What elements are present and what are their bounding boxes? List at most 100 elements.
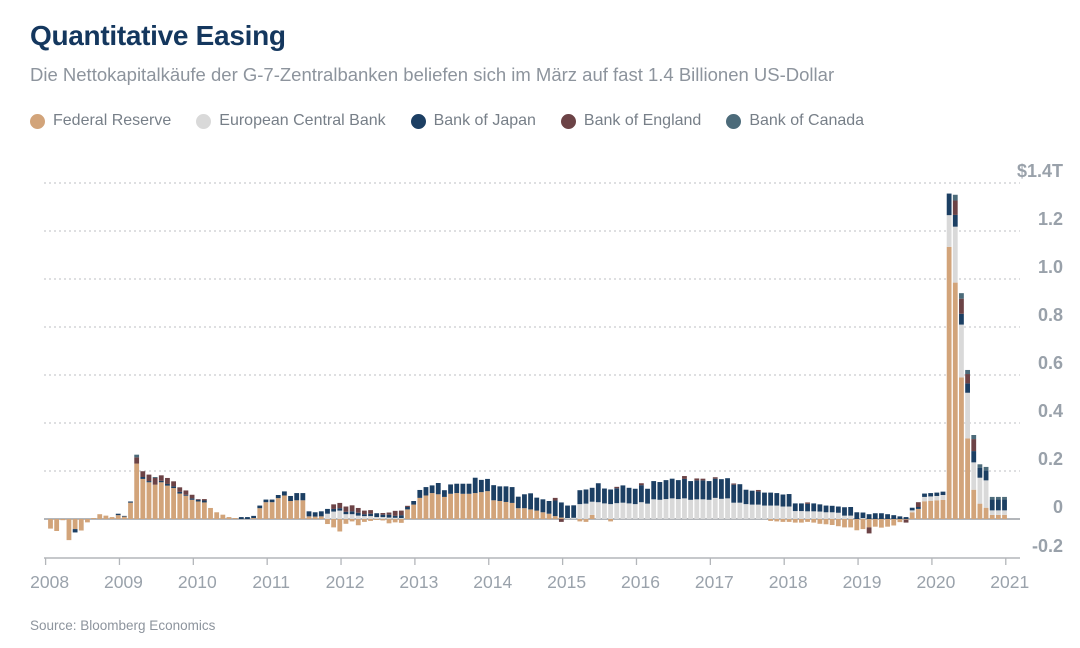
bar-2016-01: [638, 483, 644, 519]
bar-segment: [922, 496, 927, 502]
bar-segment: [995, 499, 1001, 511]
bar-2008-03: [60, 519, 66, 521]
bar-2015-07: [602, 488, 607, 519]
legend-item-bank-of-canada: Bank of Canada: [726, 112, 864, 130]
bar-2012-08: [386, 512, 392, 524]
bar-segment: [177, 493, 183, 519]
bar-segment: [362, 510, 367, 515]
svg-text:2013: 2013: [399, 572, 438, 592]
bar-segment: [78, 519, 84, 531]
bar-segment: [565, 505, 570, 519]
bar-segment: [522, 508, 527, 519]
legend-label: Bank of Japan: [433, 112, 536, 129]
svg-text:2012: 2012: [326, 572, 365, 592]
bar-segment: [614, 486, 620, 489]
svg-text:2015: 2015: [547, 572, 586, 592]
bar-segment: [515, 496, 521, 509]
bar-2015-05: [589, 487, 595, 519]
bar-segment: [552, 497, 558, 501]
bar-segment: [368, 513, 373, 517]
bar-2016-06: [669, 478, 675, 519]
bar-segment: [989, 499, 995, 511]
bar-segment: [355, 515, 361, 519]
bar-segment: [337, 502, 343, 509]
bar-segment: [602, 488, 607, 504]
bar-2020-02: [940, 491, 946, 519]
bar-segment: [854, 512, 860, 519]
bar-segment: [195, 499, 201, 500]
bar-segment: [72, 529, 78, 533]
bar-segment: [897, 516, 903, 519]
bar-segment: [915, 508, 921, 519]
bar-segment: [946, 215, 952, 247]
bar-segment: [909, 510, 915, 513]
bar-segment: [589, 501, 595, 515]
bar-2012-02: [349, 505, 355, 522]
bar-segment: [343, 514, 349, 519]
bar-segment: [780, 494, 786, 507]
bar-2018-01: [786, 494, 792, 522]
bar-segment: [318, 516, 324, 519]
bar-segment: [792, 511, 798, 519]
bar-2018-11: [848, 507, 854, 528]
bar-segment: [183, 495, 189, 519]
bar-2020-11: [995, 496, 1001, 519]
bar-segment: [971, 439, 977, 452]
bar-segment: [823, 512, 829, 519]
bar-segment: [109, 517, 115, 519]
bar-2019-08: [903, 517, 909, 523]
bar-2009-04: [140, 471, 146, 519]
bar-segment: [675, 480, 681, 500]
bar-2013-01: [417, 489, 423, 519]
bar-segment: [91, 518, 96, 519]
bar-segment: [989, 514, 995, 519]
bar-segment: [614, 488, 620, 504]
bar-segment: [337, 508, 343, 511]
bar-segment: [269, 502, 275, 519]
bar-segment: [152, 484, 158, 519]
bar-2015-12: [632, 488, 638, 519]
bar-segment: [663, 499, 669, 519]
bar-2017-10: [768, 492, 774, 521]
legend-label: Federal Reserve: [53, 112, 172, 129]
bar-segment: [343, 511, 349, 515]
bar-segment: [934, 495, 940, 501]
bar-segment: [355, 512, 361, 516]
bar-segment: [749, 490, 755, 505]
bar-2014-12: [558, 502, 564, 522]
bar-segment: [706, 499, 712, 519]
bar-segment: [657, 499, 663, 519]
bar-2015-03: [577, 490, 583, 522]
svg-text:-0.2: -0.2: [1032, 536, 1063, 556]
bar-segment: [134, 454, 140, 458]
bar-2017-01: [712, 477, 718, 519]
bar-segment: [774, 505, 780, 519]
bar-2010-04: [214, 512, 220, 519]
bar-2018-07: [823, 505, 829, 525]
bar-segment: [872, 519, 878, 527]
bar-segment: [860, 519, 866, 530]
bar-2012-12: [411, 501, 417, 519]
bar-segment: [355, 519, 361, 526]
bar-segment: [786, 494, 792, 507]
bar-segment: [1002, 499, 1007, 511]
bar-segment: [688, 481, 694, 500]
bar-2015-10: [620, 485, 626, 519]
bar-segment: [460, 493, 466, 519]
bar-2016-11: [700, 478, 706, 519]
bar-segment: [158, 480, 164, 483]
svg-text:2017: 2017: [695, 572, 734, 592]
bar-2008-08: [91, 518, 96, 519]
bar-segment: [558, 517, 564, 519]
bar-segment: [688, 499, 694, 519]
bar-segment: [774, 519, 780, 522]
bar-2019-05: [885, 514, 890, 527]
bar-segment: [171, 488, 176, 519]
bar-segment: [232, 518, 238, 519]
bar-2016-03: [651, 481, 657, 519]
bar-2010-10: [251, 515, 257, 519]
bar-2020-07: [971, 435, 977, 519]
bar-segment: [860, 512, 866, 519]
bar-segment: [165, 477, 170, 484]
